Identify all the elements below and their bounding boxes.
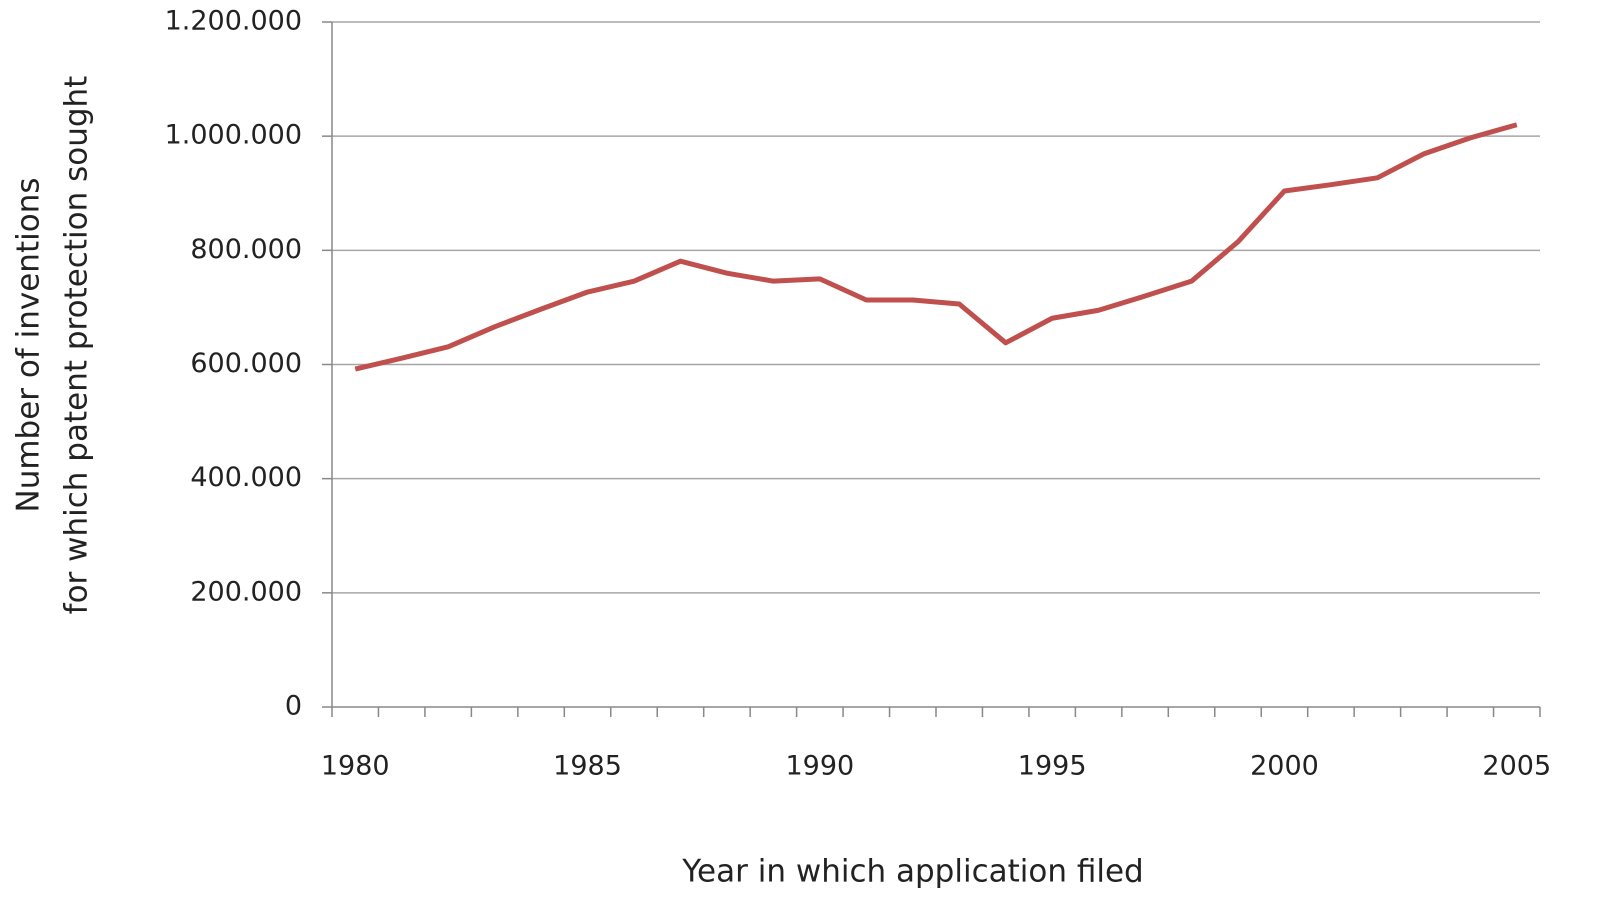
x-axis-label: Year in which application filed xyxy=(681,854,1144,890)
x-tick-label: 1995 xyxy=(1018,751,1087,782)
y-axis-label: for which patent protection sought xyxy=(59,76,95,615)
x-tick-label: 2000 xyxy=(1250,751,1319,782)
x-tick-label: 1980 xyxy=(321,751,390,782)
x-tick-label: 2005 xyxy=(1482,751,1551,782)
y-axis-label: Number of inventions xyxy=(11,178,47,513)
y-tick-label: 200.000 xyxy=(190,576,302,607)
y-tick-label: 0 xyxy=(285,691,302,722)
y-tick-label: 400.000 xyxy=(190,462,302,493)
y-tick-label: 1.200.000 xyxy=(165,6,302,37)
y-tick-label: 800.000 xyxy=(190,234,302,265)
x-tick-label: 1985 xyxy=(553,751,622,782)
y-tick-label: 600.000 xyxy=(190,348,302,379)
line-series xyxy=(354,122,1518,372)
x-tick-label: 1990 xyxy=(785,751,854,782)
y-tick-label: 1.000.000 xyxy=(165,120,302,151)
